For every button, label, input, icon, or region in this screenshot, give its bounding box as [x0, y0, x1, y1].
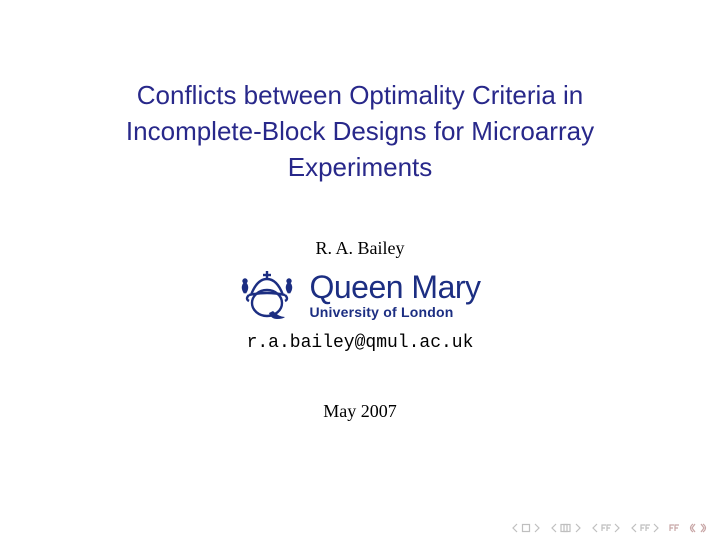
- nav-section-group[interactable]: [630, 523, 660, 533]
- nav-frame-group[interactable]: [550, 523, 582, 533]
- beamer-nav: [511, 523, 708, 533]
- logo-text: Queen Mary University of London: [309, 271, 480, 319]
- nav-back-forward-group[interactable]: [688, 523, 708, 533]
- title-line-3: Experiments: [288, 152, 433, 182]
- slide-title: Conflicts between Optimality Criteria in…: [126, 78, 594, 186]
- slide-date: May 2007: [323, 401, 397, 422]
- logo-sub-text: University of London: [309, 305, 480, 319]
- author-email: r.a.bailey@qmul.ac.uk: [247, 333, 474, 353]
- nav-presentation-icon[interactable]: [669, 523, 679, 533]
- author-name: R. A. Bailey: [316, 238, 405, 259]
- nav-subsection-group[interactable]: [591, 523, 621, 533]
- title-line-1: Conflicts between Optimality Criteria in: [137, 80, 584, 110]
- slide: Conflicts between Optimality Criteria in…: [0, 0, 720, 541]
- institution-logo: Queen Mary University of London: [239, 269, 480, 321]
- nav-slide-group[interactable]: [511, 523, 541, 533]
- title-line-2: Incomplete-Block Designs for Microarray: [126, 116, 594, 146]
- crown-icon: [239, 269, 295, 321]
- logo-main-text: Queen Mary: [309, 271, 480, 303]
